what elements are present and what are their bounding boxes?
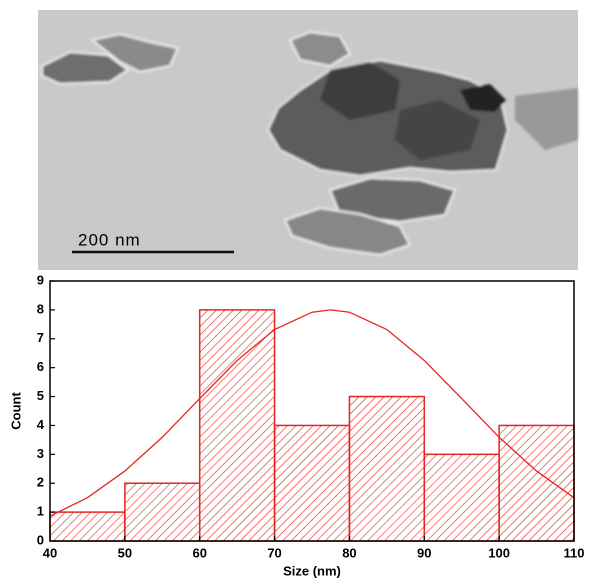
x-tick-label: 110: [564, 545, 585, 560]
fit-curve: [49, 309, 575, 517]
bar: [423, 453, 500, 542]
bar: [498, 424, 575, 542]
scale-bar-label: 200 nm: [78, 230, 141, 249]
y-tick-label: 3: [37, 446, 44, 461]
y-tick-label: 8: [37, 301, 44, 316]
x-tick-label: 80: [342, 545, 356, 560]
y-tick-label: 5: [37, 388, 44, 403]
y-tick-label: 0: [37, 532, 44, 547]
x-tick-label: 90: [417, 545, 431, 560]
y-tick-label: 2: [37, 475, 44, 490]
y-axis-title: Count: [8, 392, 23, 430]
x-tick-label: 60: [192, 545, 206, 560]
x-tick-label: 50: [118, 545, 132, 560]
x-tick-label: 70: [267, 545, 281, 560]
y-tick-label: 6: [37, 359, 44, 374]
bar: [273, 424, 351, 542]
x-tick-label: 100: [488, 545, 510, 560]
bar: [124, 482, 201, 542]
plot-frame: [49, 280, 575, 542]
micrograph: 200 nm: [38, 10, 578, 270]
x-axis-title: Size (nm): [283, 563, 341, 578]
bar: [198, 309, 276, 542]
bar: [49, 511, 126, 542]
bar: [348, 395, 426, 542]
y-tick-label: 9: [37, 272, 44, 287]
histogram: 0 1 2 3 4 5 6 7 8 9 40 50 60 70 80 90 100 110 Size (nm) Cou…: [8, 272, 584, 578]
y-tick-label: 7: [37, 330, 44, 345]
y-tick-label: 1: [37, 504, 44, 519]
y-tick-label: 4: [37, 417, 45, 432]
x-tick-label: 40: [43, 545, 57, 560]
